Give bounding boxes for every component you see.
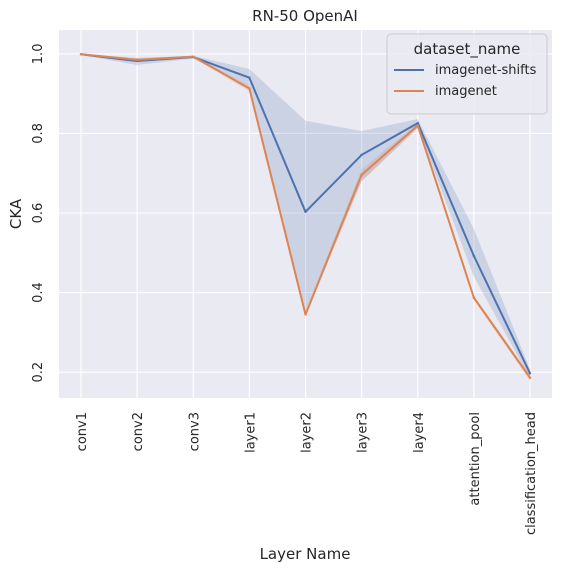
x-tick-attention_pool: attention_pool [468, 412, 483, 506]
point-imagenet-layer1 [248, 87, 251, 90]
x-tick-classification_head: classification_head [524, 412, 539, 535]
y-tick-1.0: 1.0 [31, 44, 46, 65]
x-tick-layer1: layer1 [243, 412, 258, 453]
x-tick-layer3: layer3 [356, 412, 371, 453]
y-tick-labels: 0.2 0.4 0.6 0.8 1.0 [31, 44, 46, 383]
legend-title: dataset_name [414, 40, 521, 59]
point-imagenet-shifts-layer2 [304, 210, 307, 214]
x-tick-labels: conv1 conv2 conv3 layer1 layer2 layer3 layer4 a… [75, 412, 539, 535]
series-lines [79, 53, 532, 379]
ci-band-imagenet-shifts [81, 53, 530, 379]
point-imagenet-shifts-attention_pool [472, 254, 476, 258]
chart-title: RN-50 OpenAI [252, 7, 358, 25]
point-imagenet-shifts-layer3 [360, 153, 363, 157]
point-imagenet-conv1 [79, 53, 83, 56]
y-tick-0.4: 0.4 [31, 282, 46, 303]
legend-items: imagenet-shifts imagenet [394, 63, 537, 99]
x-tick-conv1: conv1 [75, 412, 90, 451]
y-axis-label: CKA [7, 198, 25, 229]
y-tick-0.6: 0.6 [31, 203, 46, 224]
y-grid [59, 53, 552, 373]
point-imagenet-shifts-classification_head [528, 372, 532, 375]
y-tick-0.2: 0.2 [31, 362, 46, 383]
x-tick-layer2: layer2 [300, 412, 315, 453]
x-axis-label: Layer Name [260, 545, 351, 563]
legend-label-imagenet-shifts: imagenet-shifts [435, 63, 537, 78]
legend-box [386, 33, 548, 115]
point-imagenet-layer2 [304, 313, 307, 316]
legend-label-imagenet: imagenet [435, 84, 497, 99]
point-imagenet-attention_pool [472, 296, 476, 299]
x-tick-layer4: layer4 [412, 412, 427, 453]
legend: dataset_name imagenet-shifts imagenet [386, 33, 548, 115]
point-imagenet-conv2 [135, 58, 139, 62]
point-imagenet-conv3 [192, 55, 195, 58]
point-imagenet-classification_head [528, 376, 532, 379]
point-imagenet-layer4 [416, 124, 419, 127]
y-tick-0.8: 0.8 [31, 123, 46, 144]
x-tick-conv3: conv3 [187, 412, 202, 451]
point-imagenet-shifts-layer4 [416, 121, 419, 125]
x-tick-conv2: conv2 [131, 412, 146, 451]
point-imagenet-layer3 [360, 173, 363, 177]
point-imagenet-shifts-layer1 [248, 76, 251, 79]
